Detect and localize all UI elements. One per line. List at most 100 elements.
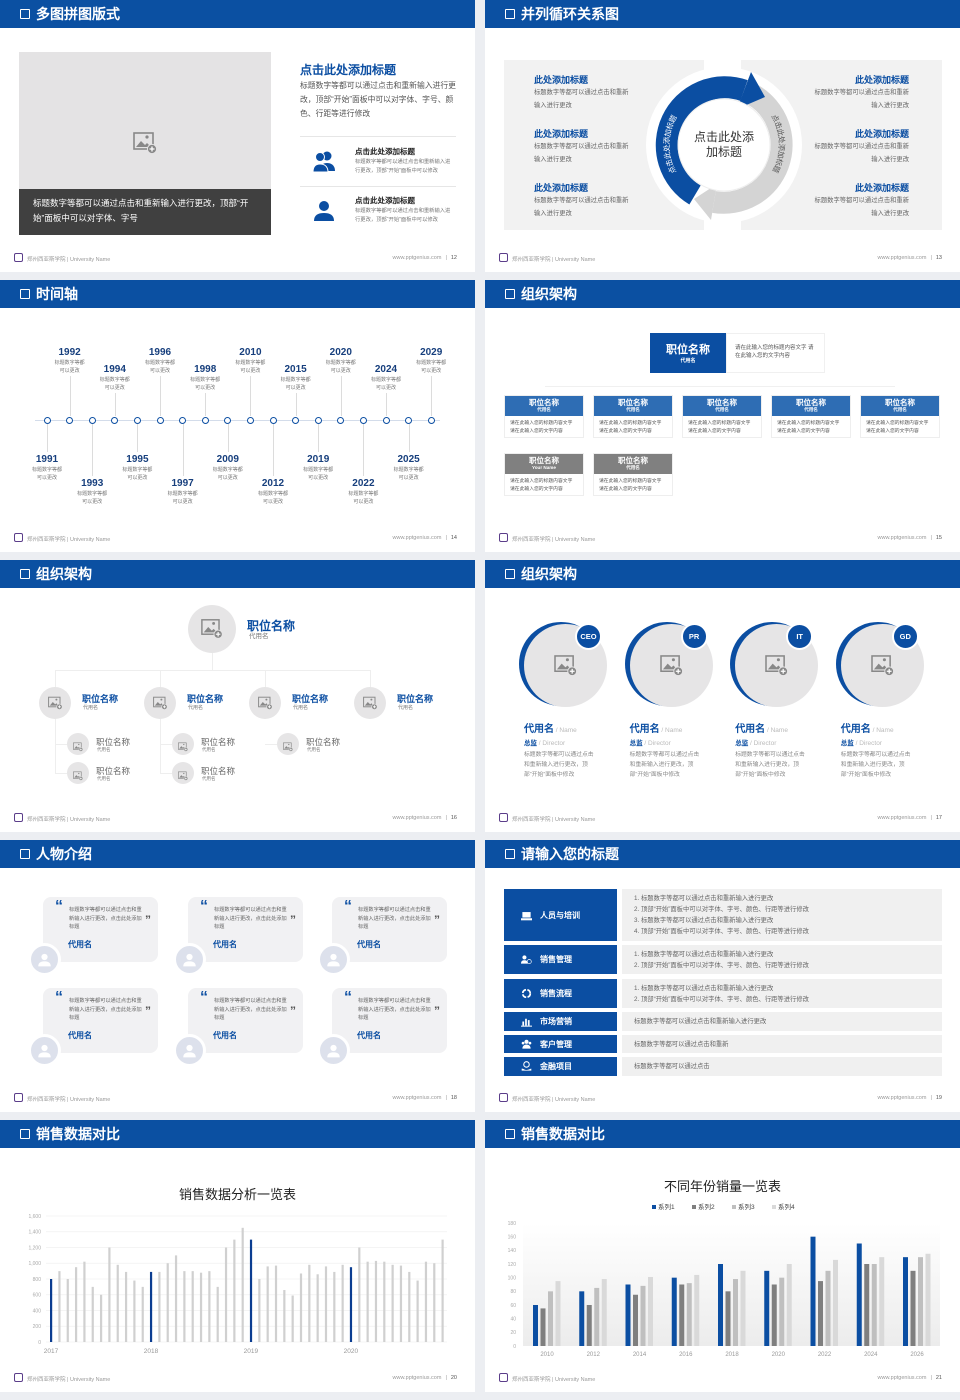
category-detail-line: 2. 顶部“开始”面板中可以对字体、字号、颜色、行距等进行修改 bbox=[634, 995, 809, 1003]
org-box[interactable]: 职位名称 代用名 请在此输入您的标题内容文字 请在此输入您的文字内容 bbox=[593, 453, 673, 496]
x-tick-label: 2020 bbox=[344, 1348, 359, 1355]
org-box[interactable]: 职位名称 代用名 请在此输入您的标题内容文字 请在此输入您的文字内容 bbox=[860, 395, 940, 438]
timeline-text: 标题数字等都可以更改 bbox=[167, 491, 198, 505]
bar bbox=[349, 1267, 353, 1342]
timeline-node[interactable] bbox=[269, 416, 277, 424]
level3-photo-placeholder[interactable] bbox=[172, 733, 194, 755]
bar bbox=[374, 1260, 378, 1342]
member-name-line: 代用名 / Name bbox=[630, 719, 683, 737]
timeline-text: 标题数字等都可以更改 bbox=[31, 467, 62, 481]
category-button[interactable]: 人员与培训 bbox=[504, 889, 617, 941]
footer-site: www.pptgenius.com bbox=[392, 1095, 442, 1101]
category-button[interactable]: 市场营销 bbox=[504, 1012, 617, 1031]
bar bbox=[671, 1277, 677, 1346]
org-top-text: 请在此输入您的标题内容文字 请在此输入您的文字内容 bbox=[726, 333, 825, 373]
quote-close-icon: ” bbox=[434, 1004, 440, 1018]
image-placeholder[interactable]: 标题数字等都可以通过点击和重新输入进行更改，顶部“开始”面板中可以对字体、字号 bbox=[19, 52, 271, 235]
org-top-box[interactable]: 职位名称 代用名 bbox=[650, 333, 726, 373]
timeline-node[interactable] bbox=[133, 416, 141, 424]
level3-photo-placeholder[interactable] bbox=[277, 733, 299, 755]
level2-photo-placeholder[interactable] bbox=[39, 687, 71, 719]
bar bbox=[341, 1264, 344, 1342]
footer-school: 郑州西亚斯学院 | University Name bbox=[512, 1097, 596, 1103]
timeline-node[interactable] bbox=[405, 416, 413, 424]
timeline-node[interactable] bbox=[111, 416, 119, 424]
org-box[interactable]: 职位名称 代用名 请在此输入您的标题内容文字 请在此输入您的文字内容 bbox=[504, 395, 584, 438]
level3-name: 职位名称 bbox=[201, 737, 236, 747]
member-badge-text: PR bbox=[688, 632, 700, 641]
y-tick-label: 0 bbox=[38, 1340, 41, 1346]
org-box-name: 职位名称 bbox=[885, 398, 915, 407]
org-connector bbox=[265, 744, 277, 745]
category-button[interactable]: 销售流程 bbox=[504, 979, 617, 1008]
timeline-node[interactable] bbox=[179, 416, 187, 424]
member-name-en: / Name bbox=[554, 727, 577, 734]
level3-photo-placeholder[interactable] bbox=[67, 733, 89, 755]
timeline-node[interactable] bbox=[382, 416, 390, 424]
footer-right: www.pptgenius.com | 16 bbox=[393, 815, 457, 821]
level2-photo-placeholder[interactable] bbox=[249, 687, 281, 719]
level3-photo-placeholder[interactable] bbox=[67, 762, 89, 784]
bar bbox=[818, 1281, 823, 1346]
org-connector bbox=[160, 670, 161, 687]
timeline-node[interactable] bbox=[337, 416, 345, 424]
timeline-text: 标题数字等都可以更改 bbox=[99, 377, 130, 391]
timeline-node[interactable] bbox=[224, 416, 232, 424]
quote-open-icon: “ bbox=[200, 989, 208, 1006]
org-box[interactable]: 职位名称 代用名 请在此输入您的标题内容文字 请在此输入您的文字内容 bbox=[682, 395, 762, 438]
bar bbox=[441, 1239, 444, 1342]
timeline-node[interactable] bbox=[427, 416, 435, 424]
legend-label: 系列3 bbox=[738, 1202, 755, 1211]
timeline-year: 1992 bbox=[58, 347, 81, 358]
org-box[interactable]: 职位名称 代用名 请在此输入您的标题内容文字 请在此输入您的文字内容 bbox=[593, 395, 673, 438]
org-box-name: 职位名称 bbox=[529, 456, 559, 465]
org-box-header: 职位名称 Your Name bbox=[505, 454, 583, 474]
timeline-node[interactable] bbox=[201, 416, 209, 424]
member-role: 总监 bbox=[629, 740, 643, 747]
member-name-en: / Name bbox=[765, 727, 788, 734]
timeline-connector bbox=[160, 376, 161, 416]
legend-swatch bbox=[692, 1205, 696, 1209]
university-logo-icon bbox=[499, 1093, 508, 1102]
timeline-year: 2020 bbox=[329, 347, 352, 358]
category-detail-line: 2. 顶部“开始”面板中可以对字体、字号、颜色、行距等进行修改 bbox=[634, 906, 809, 913]
timeline-node[interactable] bbox=[292, 416, 300, 424]
category-button[interactable]: 销售管理 bbox=[504, 945, 617, 974]
org-box[interactable]: 职位名称 代用名 请在此输入您的标题内容文字 请在此输入您的文字内容 bbox=[771, 395, 851, 438]
timeline-node[interactable] bbox=[359, 416, 367, 424]
timeline-node[interactable] bbox=[43, 416, 51, 424]
bar bbox=[208, 1271, 211, 1342]
x-tick-label: 2022 bbox=[818, 1352, 832, 1358]
top-photo-placeholder[interactable] bbox=[188, 605, 236, 653]
level2-photo-placeholder[interactable] bbox=[144, 687, 176, 719]
timeline-connector bbox=[408, 424, 410, 452]
bar bbox=[108, 1247, 111, 1342]
category-label: 销售流程 bbox=[540, 989, 572, 998]
cycle-item: 此处添加标题 标题数字等都可以通过点击和重新输入进行更改 bbox=[534, 73, 654, 112]
cycle-diagram: 点击此处添加标题 点击此处添加标题 bbox=[646, 67, 802, 223]
timeline-node[interactable] bbox=[88, 416, 96, 424]
bar bbox=[771, 1284, 777, 1346]
testimonial-quote: 标题数字等都可以通过点击和重新输入进行更改，点击此处添加标题 bbox=[214, 907, 287, 930]
member-badge-text: IT bbox=[796, 632, 804, 641]
timeline-connector bbox=[182, 424, 184, 476]
timeline-node[interactable] bbox=[156, 416, 164, 424]
level2-photo-placeholder[interactable] bbox=[354, 687, 386, 719]
y-tick-label: 20 bbox=[510, 1330, 516, 1336]
slide-categories: 请输入您的标题 郑州西亚斯学院 | University Name www.pptg… bbox=[485, 840, 960, 1112]
level3-photo-placeholder[interactable] bbox=[172, 762, 194, 784]
bar bbox=[579, 1291, 585, 1346]
timeline-node[interactable] bbox=[66, 416, 74, 424]
category-button[interactable]: 金融项目 bbox=[504, 1057, 617, 1076]
timeline-node[interactable] bbox=[314, 416, 322, 424]
slide-testimonials: 人物介绍 郑州西亚斯学院 | University Name www.pptgeni… bbox=[0, 840, 475, 1112]
timeline-node[interactable] bbox=[246, 416, 254, 424]
org-box-sub: 代用名 bbox=[893, 407, 907, 412]
timeline-connector bbox=[295, 393, 297, 416]
member-role-en: / Director bbox=[537, 740, 566, 747]
org-box[interactable]: 职位名称 Your Name 请在此输入您的标题内容文字 请在此输入您的文字内容 bbox=[504, 453, 584, 496]
bar bbox=[291, 1295, 294, 1342]
category-button[interactable]: 客户管理 bbox=[504, 1035, 617, 1053]
timeline-connector bbox=[137, 424, 139, 452]
bar bbox=[308, 1264, 311, 1342]
